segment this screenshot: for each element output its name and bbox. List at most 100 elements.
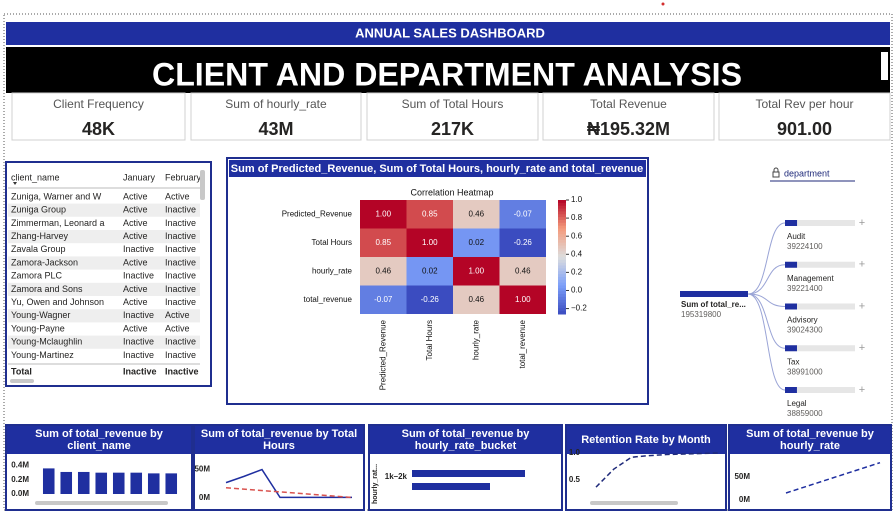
cell-label: -0.07	[514, 209, 533, 218]
child-track	[785, 345, 855, 352]
root-bar	[680, 291, 748, 297]
bar	[77, 471, 90, 494]
colorbar-segment	[558, 282, 566, 286]
column-header: client_name	[11, 172, 60, 182]
line-series	[225, 487, 353, 499]
dot	[661, 2, 665, 6]
bar	[130, 472, 143, 494]
cell-label: 0.46	[468, 209, 484, 218]
panel-title: Retention Rate by Month	[581, 434, 711, 446]
colorbar-segment	[558, 285, 566, 289]
cell: Inactive	[165, 297, 196, 307]
kpi-label: Sum of Total Hours	[402, 97, 504, 111]
expand-button[interactable]: +	[859, 259, 865, 271]
bottom-charts: 0.0M 0.2M 0.4M 0M 50M 1k–2k hourly_rat... 0.5 1.…	[5, 404, 892, 511]
kpi-label: Sum of hourly_rate	[225, 97, 327, 111]
column-label: hourly_rate	[471, 319, 480, 360]
colorbar-segment	[558, 296, 566, 301]
heat-cell	[453, 200, 500, 229]
row-stripe	[8, 335, 200, 349]
row-stripe	[8, 230, 200, 244]
cell: Yu, Owen and Johnson	[11, 297, 104, 307]
cell: Inactive	[165, 231, 196, 241]
child-track	[785, 220, 855, 226]
cell: Inactive	[165, 244, 196, 254]
row-stripe	[8, 282, 200, 296]
lock-icon	[772, 171, 780, 178]
heat-cell	[453, 257, 500, 286]
panel-title: Sum of total_revenue by client_name	[35, 428, 163, 452]
expand-button[interactable]: +	[859, 384, 865, 396]
v-scrollbar	[200, 170, 205, 200]
subtitle-bar	[6, 47, 890, 93]
expand-button[interactable]: +	[859, 300, 865, 312]
panel-title-bar	[567, 426, 725, 454]
mini-chart: 0.0M 0.2M 0.4M	[5, 424, 193, 511]
connector	[747, 293, 786, 307]
cell: Zhang-Harvey	[11, 231, 69, 241]
cell: Young-Martinez	[11, 350, 74, 360]
child-value: 39224100	[787, 242, 823, 251]
kpi-card	[366, 92, 539, 141]
colorbar-segment	[558, 311, 566, 315]
heat-cell	[360, 200, 407, 229]
cell: Active	[123, 257, 148, 267]
header-title: ANNUAL SALES DASHBOARD	[355, 25, 545, 40]
child-bar	[785, 387, 797, 393]
colorbar-segment	[558, 200, 566, 204]
bar	[95, 472, 108, 494]
colorbar-segment	[558, 245, 566, 249]
child-bar	[785, 261, 798, 268]
header-subtitle: CLIENT AND DEPARTMENT ANALYSIS	[152, 56, 742, 92]
line-series	[225, 468, 352, 499]
cell: Active	[123, 231, 148, 241]
child-label: Management	[787, 274, 834, 283]
cell: Inactive	[165, 350, 196, 360]
colorbar-segment	[558, 294, 566, 298]
bar	[412, 483, 490, 490]
heat-cell	[360, 257, 407, 286]
colorbar-segment	[558, 274, 566, 278]
y-tick-label: 0.0M	[11, 489, 29, 498]
kpi-row: Client Frequency 48K Sum of hourly_rate 43M…	[11, 92, 891, 141]
heat-cell	[360, 228, 407, 257]
panel-title-bar	[7, 426, 191, 454]
cell: Young-Mclaughlin	[11, 337, 82, 347]
cell: Active	[123, 191, 148, 201]
expand-button[interactable]: +	[859, 342, 865, 354]
cell: Inactive	[165, 271, 196, 281]
colorbar-segment	[558, 214, 566, 218]
expand-button[interactable]: +	[859, 217, 865, 229]
colorbar-segment	[558, 262, 566, 267]
panel-title-bar	[195, 426, 363, 454]
heatmap-panel: Sum of Predicted_Revenue, Sum of Total H…	[226, 157, 649, 405]
y-tick-label: 0M	[199, 493, 210, 502]
lock-shackle	[773, 167, 779, 172]
colorbar-segment	[558, 271, 566, 275]
bar	[112, 472, 125, 494]
child-value: 38991000	[787, 367, 823, 376]
kpi-card	[11, 92, 186, 141]
column-label: Predicted_Revenue	[378, 319, 387, 390]
heat-cell	[499, 228, 546, 257]
total-cell: Inactive	[123, 366, 157, 376]
cell: Inactive	[165, 257, 196, 267]
kpi-label: Total Revenue	[590, 97, 667, 111]
heat-cell	[406, 285, 453, 314]
colorbar-segment	[558, 265, 566, 269]
mini-chart: 1k–2k hourly_rat...	[368, 424, 563, 511]
bar	[412, 470, 525, 477]
cell-label: -0.26	[421, 295, 440, 304]
colorbar-label: 0.8	[571, 213, 583, 222]
row-label: total_revenue	[304, 295, 353, 304]
colorbar-segment	[558, 259, 566, 264]
cell: Active	[123, 297, 148, 307]
row-label: Total Hours	[312, 238, 352, 247]
cell: Active	[165, 191, 190, 201]
row-stripe	[8, 309, 200, 323]
heatmap-title: Correlation Heatmap	[410, 187, 493, 197]
cell: Zuniga Group	[11, 205, 66, 215]
child-value: 39024300	[787, 326, 823, 335]
y-tick-label: 1.0	[569, 448, 581, 457]
y-tick-label: 0.5	[569, 475, 581, 484]
